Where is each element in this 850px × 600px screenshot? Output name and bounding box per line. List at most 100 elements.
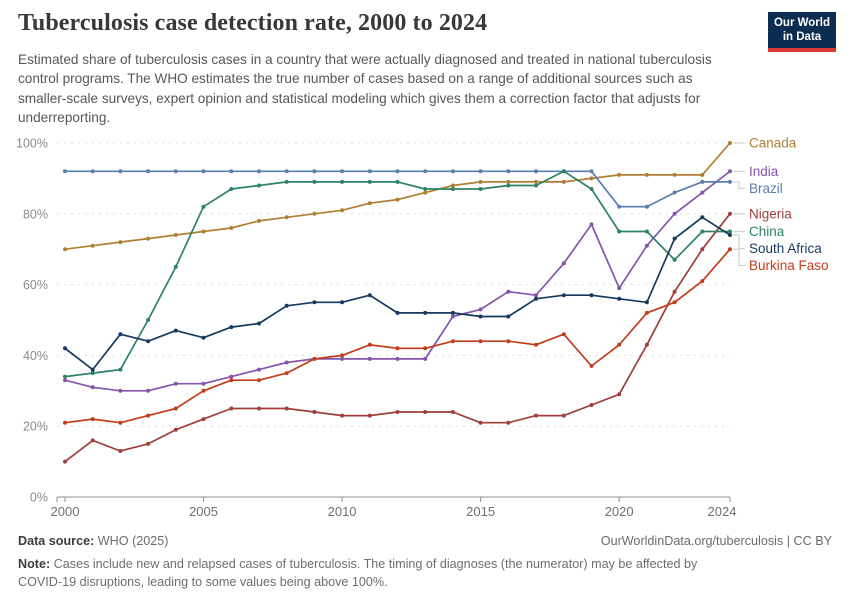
marker-burkina-faso-2016 — [506, 339, 511, 344]
marker-china-2014 — [450, 187, 455, 191]
marker-south-africa-2015 — [478, 314, 483, 319]
marker-india-2001 — [90, 385, 95, 390]
marker-brazil-2003 — [146, 169, 151, 174]
marker-china-2006 — [229, 187, 234, 191]
marker-brazil-2011 — [367, 169, 372, 174]
marker-china-2017 — [534, 183, 538, 188]
marker-burkina-faso-2001 — [90, 417, 95, 422]
marker-china-2022 — [672, 257, 677, 262]
marker-burkina-faso-2002 — [118, 420, 123, 425]
legend-label-south-africa[interactable]: South Africa — [749, 241, 822, 256]
marker-china-2015 — [478, 187, 483, 191]
marker-burkina-faso-2007 — [257, 378, 261, 383]
marker-south-africa-2017 — [534, 296, 538, 301]
marker-china-2021 — [644, 229, 649, 234]
marker-canada-2001 — [90, 243, 95, 248]
marker-canada-2005 — [201, 229, 206, 234]
x-tick-label-2015: 2015 — [466, 504, 495, 519]
marker-china-2002 — [118, 367, 123, 372]
marker-brazil-2022 — [672, 190, 677, 195]
license-link[interactable]: OurWorldinData.org/tuberculosis | CC BY — [600, 534, 832, 548]
marker-nigeria-2016 — [506, 420, 511, 425]
legend-label-canada[interactable]: Canada — [749, 136, 797, 151]
marker-burkina-faso-2013 — [423, 346, 428, 351]
y-tick-label-60: 60% — [23, 278, 48, 292]
marker-south-africa-2020 — [617, 296, 622, 301]
line-burkina-faso[interactable] — [64, 248, 731, 424]
marker-burkina-faso-2015 — [478, 339, 483, 344]
marker-burkina-faso-2000 — [63, 420, 67, 425]
marker-burkina-faso-2010 — [340, 353, 345, 358]
marker-china-2003 — [146, 318, 151, 322]
line-china[interactable] — [64, 170, 730, 378]
y-tick-label-0: 0% — [30, 491, 48, 505]
marker-china-2007 — [257, 183, 261, 188]
marker-india-2013 — [423, 356, 428, 361]
owid-logo[interactable]: Our World in Data — [768, 12, 836, 52]
marker-brazil-2006 — [229, 169, 234, 174]
owid-logo-line2: in Data — [782, 31, 822, 44]
line-nigeria[interactable] — [64, 213, 731, 463]
marker-south-africa-2001 — [90, 367, 95, 372]
marker-canada-2022 — [672, 172, 677, 177]
marker-india-2006 — [229, 374, 234, 379]
legend-label-brazil[interactable]: Brazil — [749, 181, 783, 196]
marker-canada-2020 — [617, 172, 622, 177]
owid-logo-line1: Our World — [773, 17, 830, 29]
marker-china-2008 — [284, 179, 289, 184]
marker-burkina-faso-2008 — [284, 371, 289, 376]
marker-india-2007 — [257, 367, 261, 372]
marker-burkina-faso-2004 — [173, 406, 178, 411]
legend-label-burkina-faso[interactable]: Burkina Faso — [749, 258, 829, 273]
marker-nigeria-2007 — [257, 406, 261, 411]
line-canada[interactable] — [64, 142, 731, 251]
marker-south-africa-2012 — [395, 310, 400, 315]
marker-india-2011 — [367, 356, 372, 361]
marker-south-africa-2013 — [423, 310, 428, 315]
marker-burkina-faso-2018 — [561, 332, 566, 337]
marker-china-2020 — [617, 229, 622, 234]
marker-nigeria-2009 — [312, 410, 317, 414]
marker-south-africa-2018 — [561, 293, 566, 298]
marker-china-2000 — [63, 374, 67, 379]
chart-subtitle: Estimated share of tuberculosis cases in… — [18, 52, 712, 125]
legend-label-china[interactable]: China — [749, 224, 785, 239]
marker-burkina-faso-2006 — [229, 378, 234, 383]
marker-brazil-2002 — [118, 169, 123, 174]
marker-canada-2009 — [312, 211, 317, 216]
marker-canada-2003 — [146, 236, 151, 241]
marker-china-2016 — [506, 183, 511, 188]
marker-south-africa-2002 — [118, 332, 123, 337]
marker-south-africa-2016 — [506, 314, 511, 319]
marker-brazil-2010 — [340, 169, 345, 174]
marker-south-africa-2014 — [450, 310, 455, 315]
marker-india-2012 — [395, 356, 400, 361]
legend-label-india[interactable]: India — [749, 164, 779, 179]
marker-burkina-faso-2019 — [589, 364, 594, 368]
marker-south-africa-2004 — [173, 328, 178, 333]
legend-label-nigeria[interactable]: Nigeria — [749, 206, 792, 221]
marker-nigeria-2005 — [201, 417, 206, 422]
marker-nigeria-2017 — [534, 413, 538, 418]
marker-canada-2013 — [423, 190, 428, 195]
marker-brazil-2001 — [90, 169, 95, 174]
marker-india-2004 — [173, 381, 178, 386]
marker-burkina-faso-2020 — [617, 342, 622, 347]
data-source-value: WHO (2025) — [94, 534, 169, 548]
page-title: Tuberculosis case detection rate, 2000 t… — [18, 10, 488, 36]
marker-canada-2010 — [340, 208, 345, 213]
y-tick-label-20: 20% — [23, 420, 48, 434]
marker-china-2012 — [395, 179, 400, 184]
marker-nigeria-2018 — [561, 413, 566, 418]
marker-south-africa-2019 — [589, 293, 594, 298]
marker-china-2019 — [589, 187, 594, 191]
x-tick-label-2000: 2000 — [51, 504, 80, 519]
marker-nigeria-2011 — [367, 413, 372, 418]
marker-india-2008 — [284, 360, 289, 365]
data-source-label: Data source: — [18, 534, 95, 548]
marker-brazil-2009 — [312, 169, 317, 174]
marker-burkina-faso-2022 — [672, 300, 677, 305]
marker-brazil-2024 — [728, 179, 732, 184]
marker-india-2014 — [450, 314, 455, 319]
